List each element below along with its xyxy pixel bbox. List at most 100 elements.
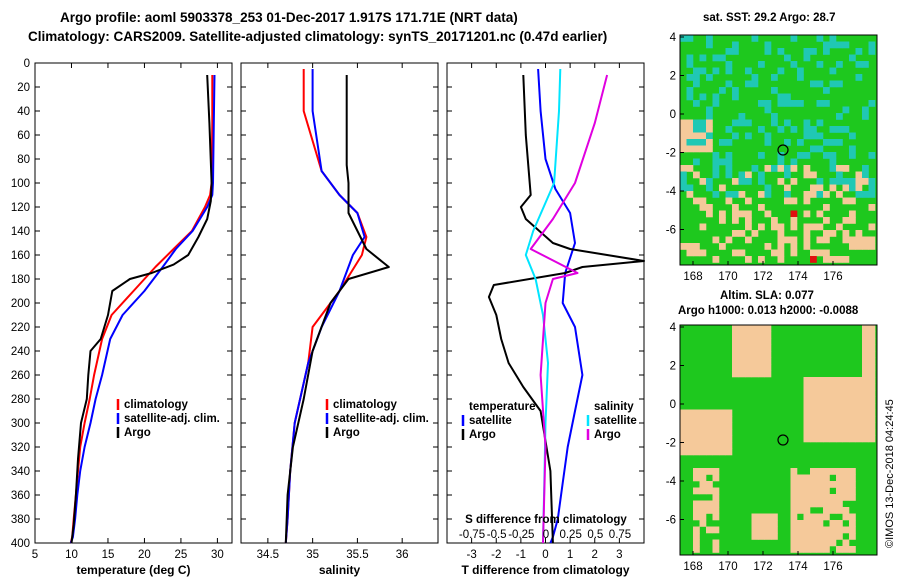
- sla-map-cell: [745, 344, 752, 352]
- sla-map-cell: [829, 403, 837, 410]
- sst-map-cell: [706, 113, 713, 120]
- sla-map-cell: [803, 533, 811, 540]
- sst-map-cell: [810, 80, 817, 88]
- sla-map-cell: [719, 416, 726, 423]
- sla-map-cell: [699, 442, 707, 449]
- sst-map-cell: [797, 152, 804, 159]
- sla-map-cell: [810, 377, 817, 384]
- legend-label: Argo: [594, 429, 621, 441]
- sla-map-cell: [803, 546, 811, 553]
- sla-map-cell: [693, 526, 700, 534]
- sst-map-cell: [836, 41, 843, 49]
- sst-map-cell: [836, 61, 843, 68]
- map-y-tick-label: 4: [670, 32, 677, 44]
- sla-map-cell: [764, 526, 772, 534]
- sla-map-cell: [680, 409, 687, 417]
- sla-map-cell: [842, 494, 850, 501]
- sla-map-cell: [758, 344, 765, 352]
- sla-map-cell: [862, 429, 869, 436]
- sst-map-cell: [784, 236, 791, 244]
- sst-map-cell: [686, 145, 694, 153]
- sst-map-cell: [868, 152, 876, 159]
- sla-map-title-line2: Argo h1000: 0.013 h2000: -0.0088: [678, 305, 859, 317]
- sst-map-cell: [855, 191, 863, 198]
- sla-map-cell: [836, 416, 843, 423]
- sst-map-cell: [862, 106, 869, 114]
- sst-map-cell: [745, 223, 752, 231]
- sst-map-cell: [849, 152, 856, 159]
- sst-map-cell: [823, 41, 830, 49]
- sst-map-cell: [862, 243, 869, 250]
- sla-map-cell: [842, 435, 850, 443]
- sla-map-cell: [764, 513, 772, 521]
- sst-map-cell: [712, 100, 720, 107]
- sla-map-cell: [751, 325, 759, 332]
- sla-map-cell: [823, 526, 830, 534]
- sla-map-cell: [829, 481, 837, 488]
- sst-map-cell: [855, 178, 863, 185]
- sst-map-cell: [719, 158, 726, 166]
- legend-label: Argo: [333, 427, 360, 439]
- sst-map-cell: [803, 230, 811, 237]
- sla-map-cell: [738, 364, 746, 371]
- x2-tick-label: -0.75: [459, 529, 485, 541]
- sla-map-cell: [836, 526, 843, 534]
- sla-map-cell: [836, 546, 843, 553]
- sst-map-cell: [849, 243, 856, 250]
- sla-map-cell: [823, 487, 830, 495]
- sst-map-cell: [790, 249, 798, 257]
- sla-map-cell: [829, 435, 837, 443]
- sla-map-cell: [836, 494, 843, 501]
- sla-map-cell: [693, 513, 700, 521]
- sst-map-cell: [719, 54, 726, 62]
- sla-map-cell: [823, 377, 830, 384]
- sst-map-cell: [732, 191, 739, 198]
- sla-map-cell: [732, 351, 739, 358]
- sst-map-cell: [784, 191, 791, 198]
- sla-map-cell: [712, 500, 720, 508]
- sla-map-cell: [803, 526, 811, 534]
- sst-map-cell: [816, 35, 824, 42]
- sst-map-cell: [803, 126, 811, 133]
- sla-map-cell: [725, 448, 733, 456]
- sla-map-cell: [712, 513, 720, 521]
- sla-map-cell: [797, 539, 804, 547]
- sst-map-cell: [699, 67, 707, 75]
- sla-map-cell: [842, 429, 850, 436]
- sla-map-cell: [836, 429, 843, 436]
- sla-map-cell: [849, 546, 856, 553]
- sla-map-cell: [810, 429, 817, 436]
- x-tick-label: -3: [467, 549, 477, 561]
- sst-map-cell: [771, 165, 778, 172]
- sla-map-cell: [803, 409, 811, 417]
- sla-map-cell: [680, 422, 687, 430]
- sla-map-cell: [816, 429, 824, 436]
- sla-map-cell: [686, 422, 694, 430]
- sla-map-cell: [797, 546, 804, 553]
- sla-map-cell: [706, 448, 713, 456]
- sst-map-cell: [706, 145, 713, 153]
- sla-map-cell: [816, 513, 824, 521]
- sst-map-cell: [823, 48, 830, 55]
- sla-map-cell: [686, 442, 694, 449]
- sla-map-cell: [680, 429, 687, 436]
- sla-map-cell: [797, 494, 804, 501]
- sla-map-cell: [816, 487, 824, 495]
- sla-map-cell: [712, 539, 720, 547]
- sla-map-cell: [706, 500, 713, 508]
- sst-map-cell: [803, 48, 811, 55]
- sst-map-cell: [862, 171, 869, 179]
- sst-map-cell: [725, 236, 733, 244]
- sla-map-cell: [699, 520, 707, 527]
- sst-map-cell: [745, 67, 752, 75]
- sst-map-cell: [680, 184, 687, 192]
- sla-map-cell: [680, 448, 687, 456]
- sst-map-cell: [771, 74, 778, 81]
- sla-map-cell: [699, 513, 707, 521]
- sla-map-cell: [842, 539, 850, 547]
- sla-map-cell: [810, 422, 817, 430]
- sla-map-cell: [693, 435, 700, 443]
- sla-map-cell: [764, 364, 772, 371]
- sla-map-cell: [712, 435, 720, 443]
- sst-map-cell: [842, 126, 850, 133]
